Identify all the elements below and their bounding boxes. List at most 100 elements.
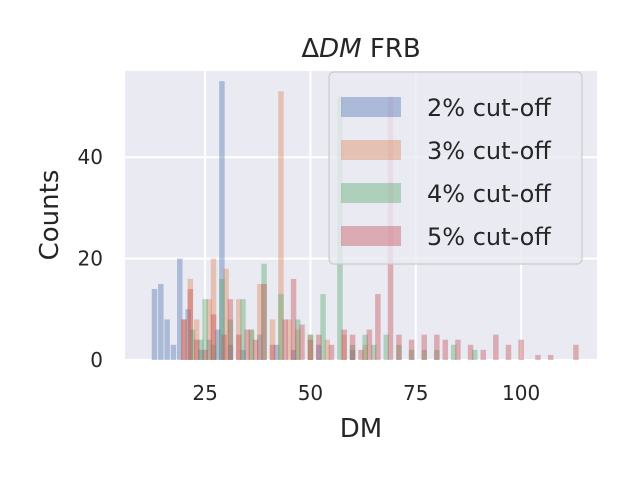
bar-series-4 — [210, 314, 217, 360]
bar-series-1 — [219, 81, 225, 360]
bar-series-4 — [518, 339, 524, 360]
bar-series-3 — [261, 263, 267, 360]
bar-series-4 — [396, 334, 402, 360]
bar-series-3 — [202, 299, 208, 360]
bar-series-1 — [273, 344, 280, 360]
bar-series-3 — [362, 334, 368, 360]
bar-series-3 — [434, 349, 440, 360]
x-axis-label: DM — [340, 414, 382, 444]
bar-series-3 — [307, 334, 314, 360]
bar-series-3 — [320, 294, 326, 360]
bar-series-4 — [221, 334, 227, 360]
bar-series-2 — [362, 344, 368, 360]
bar-series-3 — [210, 344, 217, 360]
bar-series-4 — [366, 329, 373, 360]
bar-series-4 — [193, 339, 200, 360]
bar-series-2 — [210, 258, 217, 360]
bar-series-3 — [240, 299, 246, 360]
bar-series-3 — [450, 344, 457, 360]
bar-series-4 — [375, 294, 381, 360]
bar-series-1 — [164, 319, 170, 360]
bar-series-4 — [187, 289, 194, 360]
bar-series-1 — [227, 344, 234, 360]
bar-series-2 — [223, 268, 229, 360]
bar-series-4 — [480, 349, 486, 360]
bar-series-3 — [219, 278, 225, 360]
bar-series-1 — [170, 344, 177, 360]
legend-frame — [328, 71, 583, 265]
bar-series-2 — [278, 91, 284, 360]
bar-series-1 — [316, 344, 322, 360]
bar-series-1 — [206, 339, 213, 360]
bar-series-4 — [341, 329, 347, 360]
bar-series-1 — [177, 258, 183, 360]
bar-series-4 — [236, 334, 242, 360]
x-tick-label: 75 — [403, 381, 428, 405]
bar-series-1 — [151, 289, 158, 360]
bar-series-3 — [349, 344, 356, 360]
bar-series-4 — [261, 283, 267, 360]
bar-series-3 — [227, 319, 234, 360]
bar-series-4 — [244, 329, 250, 360]
bar-series-4 — [269, 344, 276, 360]
bar-series-4 — [316, 334, 322, 360]
bar-series-4 — [282, 319, 288, 360]
bar-series-2 — [307, 334, 314, 360]
bar-series-2 — [187, 278, 194, 360]
bar-series-3 — [421, 349, 427, 360]
bar-series-1 — [214, 329, 221, 360]
bar-series-4 — [421, 334, 427, 360]
bar-series-3 — [408, 349, 415, 360]
bar-series-4 — [299, 324, 305, 360]
bar-series-4 — [535, 354, 541, 360]
title-italic: DM — [319, 34, 361, 64]
bar-series-4 — [328, 344, 335, 360]
bar-series-4 — [408, 339, 415, 360]
bar-series-2 — [286, 319, 293, 360]
legend-label-2: 3% cut-off — [427, 137, 551, 165]
legend-swatch-4 — [341, 226, 401, 246]
bar-series-3 — [189, 329, 196, 360]
bar-series-1 — [198, 349, 204, 360]
bar-series-3 — [370, 344, 377, 360]
bar-series-1 — [257, 334, 263, 360]
bar-series-3 — [472, 349, 478, 360]
bar-series-2 — [236, 299, 242, 360]
bar-series-1 — [349, 349, 356, 360]
bar-series-1 — [290, 349, 297, 360]
legend-swatch-3 — [341, 183, 401, 203]
bar-series-1 — [158, 283, 164, 360]
chart-title: ΔDM FRB — [301, 34, 420, 64]
bar-series-2 — [341, 334, 347, 360]
bar-series-4 — [434, 334, 440, 360]
x-tick-label: 25 — [192, 381, 217, 405]
y-tick-label: 40 — [78, 145, 103, 169]
bar-series-2 — [257, 283, 263, 360]
bar-series-2 — [324, 339, 331, 360]
bar-series-3 — [198, 339, 204, 360]
y-tick-labels: 0 20 40 — [78, 145, 103, 372]
bar-series-4 — [493, 334, 499, 360]
bar-series-4 — [181, 319, 187, 360]
bar-series-2 — [181, 319, 187, 360]
bar-series-3 — [383, 334, 390, 360]
bar-series-4 — [290, 278, 297, 360]
bar-series-3 — [396, 344, 402, 360]
bar-series-3 — [278, 294, 284, 360]
bar-series-3 — [295, 319, 301, 360]
legend-label-1: 2% cut-off — [427, 94, 551, 122]
bar-series-2 — [295, 329, 301, 360]
x-tick-labels: 25 50 75 100 — [192, 381, 540, 405]
bar-series-4 — [573, 344, 579, 360]
y-axis-label: Counts — [35, 170, 65, 261]
bar-series-4 — [358, 349, 364, 360]
bar-series-4 — [307, 339, 314, 360]
x-tick-label: 50 — [298, 381, 323, 405]
bar-series-4 — [227, 299, 234, 360]
bar-series-2 — [248, 329, 255, 360]
y-tick-label: 20 — [78, 247, 103, 271]
bar-series-4 — [252, 339, 259, 360]
bars-layer — [151, 81, 579, 360]
title-rest: FRB — [362, 34, 421, 64]
